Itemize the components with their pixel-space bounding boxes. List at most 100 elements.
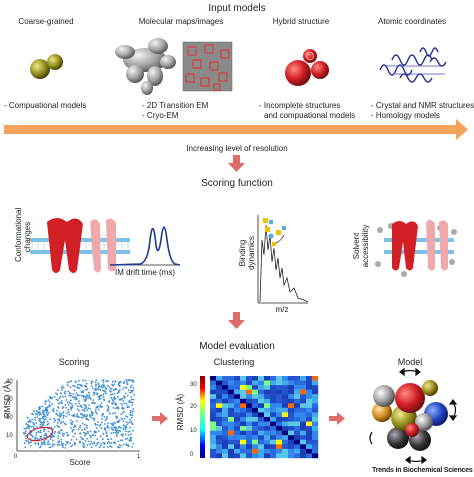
heatmap-cell — [270, 412, 277, 418]
scatter-point — [121, 411, 124, 414]
heatmap-cell — [264, 389, 271, 395]
scatter-point — [59, 401, 61, 404]
scatter-point — [53, 410, 55, 413]
scatter-point — [90, 440, 93, 443]
scatter-point — [89, 407, 91, 410]
scatter-point — [46, 410, 49, 413]
scatter-point — [68, 381, 71, 383]
scatter-point — [45, 435, 48, 437]
heatmap-cell — [258, 421, 265, 427]
scatter-point — [119, 426, 122, 429]
heatmap-cell — [264, 444, 271, 450]
scatter-point — [120, 413, 123, 416]
scatter-point — [61, 432, 64, 435]
heatmap-cell — [270, 444, 277, 450]
molecular-maps-title: Molecular maps/images — [138, 17, 224, 26]
scatter-point — [117, 421, 120, 424]
heatmap-cell — [210, 453, 217, 459]
heatmap-cell — [252, 448, 259, 454]
heatmap-cell — [240, 448, 247, 454]
scatter-point — [80, 416, 83, 419]
heatmap-cell — [312, 430, 319, 436]
heatmap-cell — [300, 412, 307, 418]
heatmap-cell — [246, 439, 253, 445]
scatter-point — [44, 400, 46, 403]
scatter-point — [34, 442, 36, 445]
scatter-point — [62, 442, 65, 445]
scatter-point — [70, 394, 72, 397]
scatter-point — [63, 433, 66, 435]
heatmap-cell — [294, 389, 301, 395]
scatter-point — [110, 446, 113, 448]
scatter-point — [33, 423, 36, 425]
scatter-point — [39, 407, 41, 410]
scatter-point — [114, 421, 117, 424]
scatter-point — [128, 406, 131, 408]
scatter-point — [121, 435, 124, 437]
scatter-point — [47, 430, 50, 433]
scatter-point — [86, 417, 88, 420]
heatmap-cell — [264, 380, 271, 386]
scatter-xtick-1: 1 — [137, 454, 141, 460]
scatter-point — [71, 431, 74, 433]
heatmap-cell — [210, 448, 217, 454]
scatter-point — [102, 432, 105, 435]
scatter-point — [23, 442, 26, 445]
scatter-point — [58, 397, 61, 400]
scatter-point — [123, 410, 126, 413]
scatter-point — [62, 421, 65, 423]
scatter-point — [84, 415, 86, 418]
scatter-point — [48, 405, 51, 407]
heatmap-cell — [258, 412, 265, 418]
scatter-point — [80, 385, 83, 387]
heatmap-cell — [252, 376, 259, 381]
scatter-point — [101, 438, 104, 441]
heatmap-cell — [210, 444, 217, 450]
scatter-point — [41, 441, 44, 444]
scatter-point — [59, 416, 61, 418]
scatter-point — [115, 407, 117, 410]
scatter-point — [53, 421, 56, 423]
heatmap-cell — [270, 435, 277, 440]
scatter-point — [47, 399, 50, 401]
scatter-point — [36, 426, 38, 428]
heatmap-cell — [216, 376, 223, 381]
scatter-point — [102, 379, 105, 382]
scatter-point — [110, 426, 113, 429]
maps-note-1: - 2D Transition EM — [142, 101, 209, 110]
scatter-point — [100, 427, 102, 430]
heatmap-cell — [276, 417, 283, 422]
scatter-point — [46, 408, 49, 411]
scatter-point — [90, 382, 93, 385]
scatter-point — [93, 441, 96, 443]
heatmap-cell — [258, 417, 265, 422]
scatter-point — [81, 406, 83, 408]
scatter-point — [126, 423, 129, 426]
heatmap-cell — [252, 421, 259, 427]
scatter-point — [37, 444, 40, 446]
scatter-point — [90, 412, 93, 415]
scatter-point — [56, 393, 59, 396]
scatter-point — [68, 394, 70, 397]
scatter-point — [105, 418, 108, 420]
right-arrow-2 — [329, 412, 345, 425]
scatter-point — [107, 384, 110, 387]
heatmap-ylabel: RMSD (Å) — [176, 393, 185, 431]
scatter-point — [73, 415, 76, 417]
scatter-point — [112, 407, 115, 409]
scatter-highlight-ellipse — [26, 426, 54, 442]
heatmap-cell — [270, 385, 277, 390]
scatter-point — [115, 427, 118, 430]
scatter-point — [98, 388, 100, 391]
scatter-point — [50, 426, 53, 429]
scatter-point — [48, 443, 51, 446]
scatter-point — [57, 418, 59, 421]
scatter-point — [46, 420, 49, 423]
scatter-point — [60, 443, 63, 446]
scatter-point — [82, 394, 84, 397]
heatmap-cell — [240, 439, 247, 445]
scatter-point — [109, 393, 112, 396]
heatmap-cell — [264, 376, 271, 381]
heatmap-cell — [222, 407, 229, 413]
scatter-point — [116, 406, 119, 408]
